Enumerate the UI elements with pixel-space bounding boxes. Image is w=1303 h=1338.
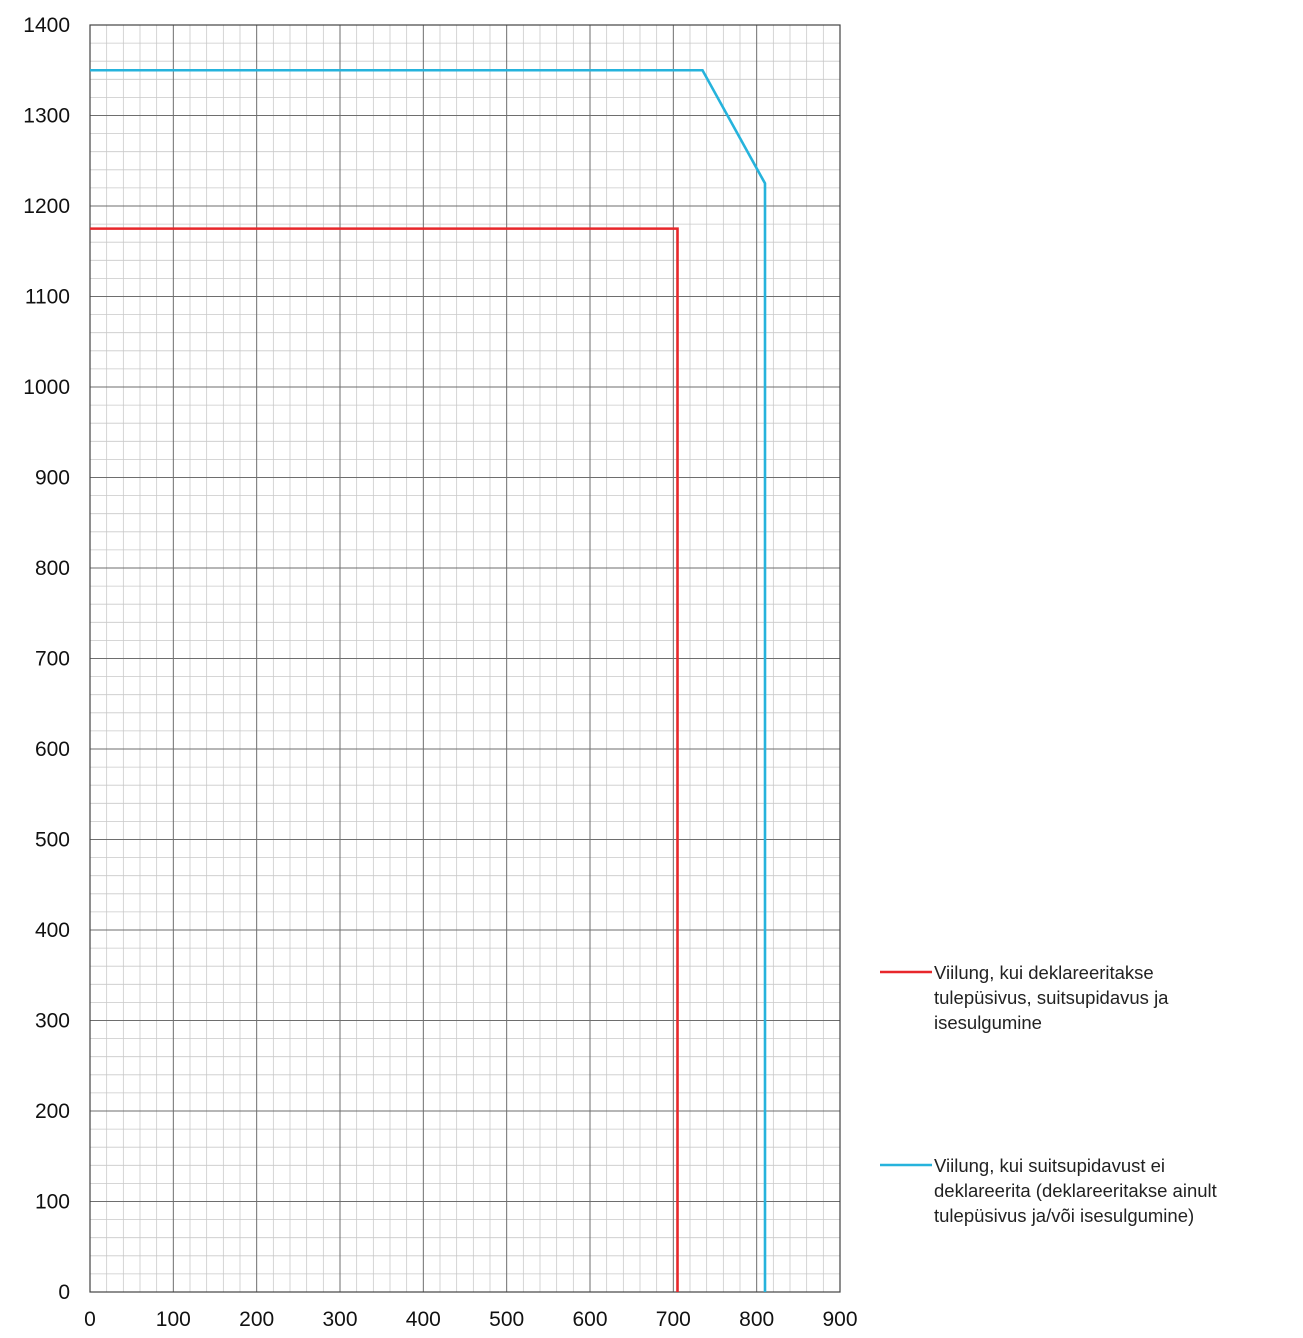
series-lines	[90, 68, 767, 1292]
x-tick-label: 900	[822, 1308, 857, 1331]
x-tick-label: 500	[489, 1308, 524, 1331]
plot-frame	[89, 24, 841, 1293]
legend: Viilung, kui deklareeritakse tulepüsivus,…	[880, 962, 1217, 1226]
y-axis-tick-labels: 0 100 200 300 400 500 600 700 800 900 1000 1100 1200…	[23, 14, 70, 1304]
y-tick-label: 800	[35, 557, 70, 580]
x-tick-label: 800	[739, 1308, 774, 1331]
y-tick-label: 500	[35, 829, 70, 852]
x-tick-label: 700	[656, 1308, 691, 1331]
x-tick-label: 400	[406, 1308, 441, 1331]
x-tick-label: 600	[572, 1308, 607, 1331]
y-tick-label: 1400	[23, 14, 70, 37]
y-tick-label: 300	[35, 1010, 70, 1033]
y-tick-label: 400	[35, 919, 70, 942]
y-tick-label: 1300	[23, 105, 70, 128]
y-tick-label: 700	[35, 648, 70, 671]
y-tick-label: 1200	[23, 195, 70, 218]
y-tick-label: 900	[35, 467, 70, 490]
x-tick-label: 200	[239, 1308, 274, 1331]
legend-label: Viilung, kui deklareeritakse tulepüsivus,…	[934, 962, 1169, 1033]
x-tick-label: 0	[84, 1308, 96, 1331]
legend-item-1: Viilung, kui deklareeritakse tulepüsivus,…	[880, 962, 1169, 1033]
y-tick-label: 0	[58, 1281, 70, 1304]
y-tick-label: 600	[35, 738, 70, 761]
series-line-1	[90, 227, 679, 1292]
y-tick-label: 1100	[25, 286, 70, 309]
y-tick-label: 1000	[23, 376, 70, 399]
legend-item-2: Viilung, kui suitsupidavust ei deklareeri…	[880, 1155, 1217, 1226]
x-tick-label: 300	[322, 1308, 357, 1331]
x-axis-tick-labels: 0 100 200 300 400 500 600 700 800 900	[84, 1308, 857, 1331]
y-tick-label: 200	[35, 1100, 70, 1123]
y-tick-label: 100	[35, 1191, 70, 1214]
series-line-2	[90, 68, 767, 1292]
x-tick-label: 100	[156, 1308, 191, 1331]
major-grid	[89, 24, 841, 1293]
legend-label: Viilung, kui suitsupidavust ei deklareeri…	[934, 1155, 1217, 1226]
